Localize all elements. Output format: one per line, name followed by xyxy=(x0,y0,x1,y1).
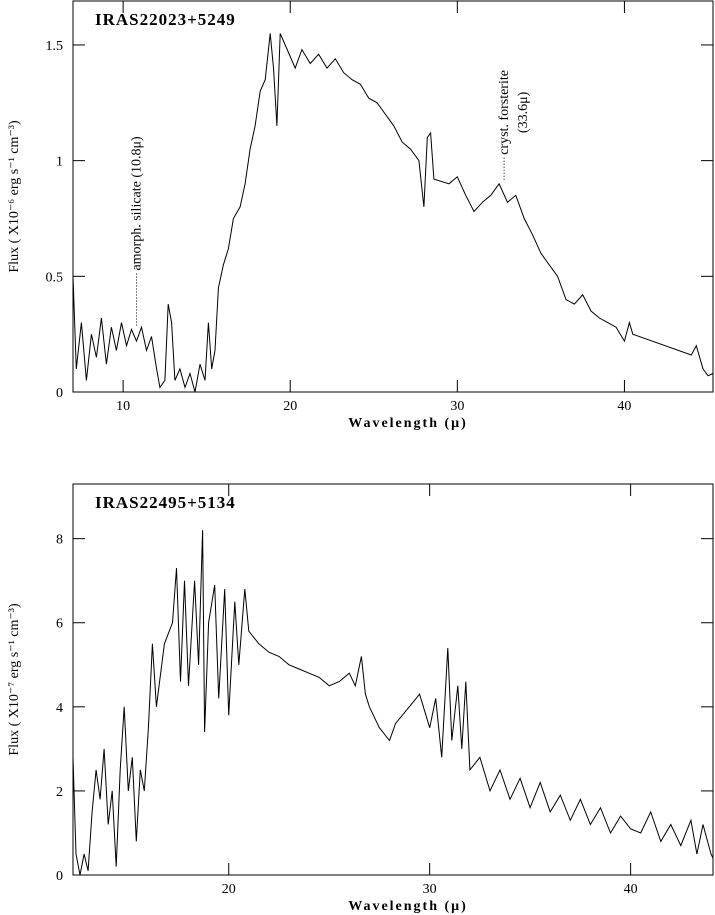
y-tick-label: 6 xyxy=(56,617,63,632)
chart-title: IRAS22495+5134 xyxy=(95,493,236,512)
x-tick-label: 10 xyxy=(116,399,130,414)
x-tick-label: 30 xyxy=(423,882,437,897)
x-tick-label: 20 xyxy=(283,399,297,414)
x-tick-label: 40 xyxy=(624,882,638,897)
annotation: (33.6μ) xyxy=(516,91,531,133)
y-tick-label: 1.5 xyxy=(46,39,64,54)
y-axis-label: Flux ( X10⁻⁷ erg s⁻¹ cm⁻³) xyxy=(7,603,22,756)
spectrum-line xyxy=(72,33,714,393)
y-tick-label: 0.5 xyxy=(46,270,64,285)
x-tick-label: 30 xyxy=(450,399,464,414)
x-tick-label: 20 xyxy=(222,882,236,897)
plot-frame xyxy=(72,483,714,876)
y-tick-label: 2 xyxy=(56,785,63,800)
y-tick-label: 0 xyxy=(56,386,63,401)
y-tick-label: 1 xyxy=(56,155,63,170)
y-axis-label: Flux ( X10⁻⁶ erg s⁻¹ cm⁻³) xyxy=(7,120,22,273)
y-tick-label: 0 xyxy=(56,869,63,884)
annotation: amorph. silicate (10.8μ) xyxy=(129,136,144,271)
x-axis-label: Wavelength (μ) xyxy=(348,416,468,431)
y-tick-label: 8 xyxy=(56,533,63,548)
y-tick-label: 4 xyxy=(56,701,63,716)
x-tick-label: 40 xyxy=(617,399,631,414)
chart-title: IRAS22023+5249 xyxy=(95,10,236,29)
plot-frame xyxy=(72,0,714,393)
annotation: cryst. forsterite xyxy=(497,70,512,155)
x-axis-label: Wavelength (μ) xyxy=(348,899,468,914)
spectrum-line xyxy=(72,530,714,876)
